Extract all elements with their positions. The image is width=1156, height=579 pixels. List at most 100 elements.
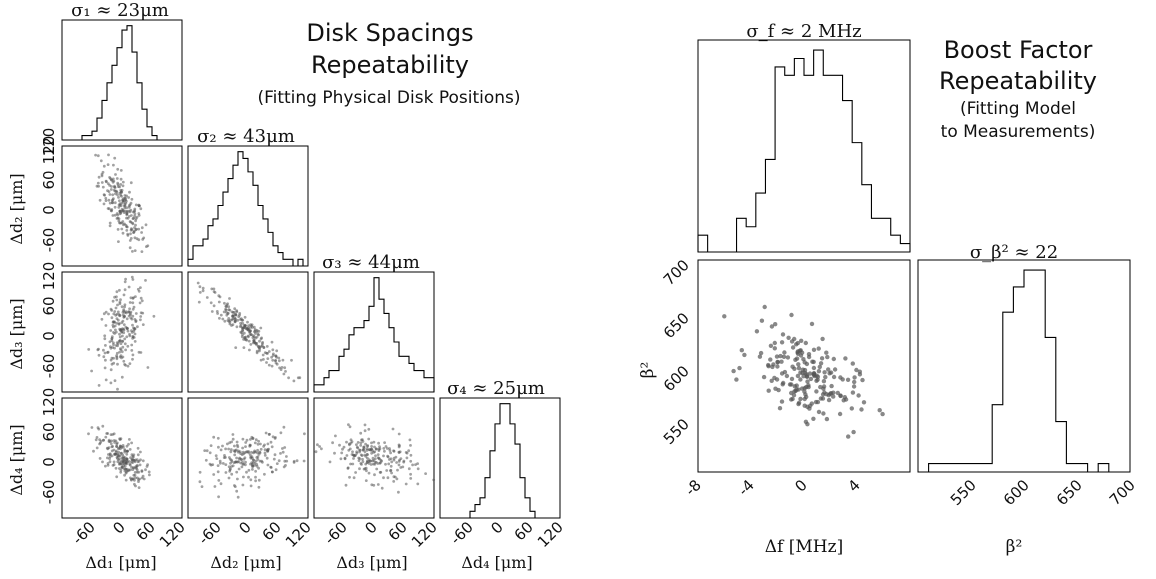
scatter-d1-d4-point [108, 460, 112, 464]
scatter-d2-d3-point [283, 366, 287, 370]
scatter-f-beta-point [785, 355, 791, 360]
scatter-d1-d3-point [134, 295, 137, 298]
scatter-d1-d2-point [144, 223, 148, 227]
scatter-d1-d4-point [116, 455, 120, 458]
scatter-f-beta-point [825, 354, 830, 360]
scatter-d2-d3-point [246, 320, 249, 324]
scatter-d1-d4-frame [61, 397, 183, 519]
scatter-d2-d4-point [247, 475, 250, 479]
scatter-d1-d4-point [135, 470, 139, 474]
scatter-d1-d3-point [124, 277, 127, 281]
scatter-f-beta-point [854, 367, 859, 373]
scatter-d1-d3-point [130, 331, 134, 334]
scatter-d3-d4-point [382, 454, 385, 458]
scatter-d2-d4-point [241, 450, 245, 454]
scatter-d3-d4-point [392, 449, 396, 453]
scatter-d2-d4-point [224, 463, 228, 466]
scatter-d1-d4-point [122, 467, 126, 471]
scatter-d2-d4-point [303, 432, 306, 436]
scatter-d1-d4-point [124, 478, 128, 482]
scatter-d2-d3-point [235, 325, 239, 329]
x-tick-label: 0 [235, 518, 254, 537]
scatter-d3-d4-frame [313, 397, 435, 519]
scatter-d2-d3-point [258, 347, 261, 351]
scatter-d1-d4-point [130, 478, 133, 482]
scatter-d2-d3-point [228, 308, 232, 312]
scatter-d2-d4-frame [187, 397, 309, 519]
scatter-d1-d2-point [119, 191, 123, 194]
scatter-d3-d4-point [411, 463, 414, 467]
scatter-d2-d3-point [225, 313, 229, 317]
scatter-d2-d3-point [271, 348, 275, 352]
scatter-d1-d3-point [103, 334, 107, 338]
scatter-d1-d3-point [119, 348, 123, 352]
scatter-f-beta-point [856, 393, 861, 398]
hist-beta-frame [917, 259, 1131, 473]
scatter-d1-d4-point [108, 457, 111, 461]
scatter-d2-d4-point [217, 495, 221, 499]
scatter-d1-d2-point [126, 232, 130, 236]
scatter-d1-d2-point [137, 203, 141, 207]
scatter-d1-d2-point [137, 212, 141, 215]
scatter-f-beta-point [824, 350, 829, 355]
scatter-d3-d4-point [372, 440, 376, 444]
scatter-d1-d3-point [128, 362, 132, 365]
scatter-f-beta-point [831, 374, 837, 380]
scatter-d2-d4-point [273, 453, 277, 457]
scatter-d1-d4-point [109, 433, 113, 436]
scatter-f-beta-point [823, 374, 828, 380]
y-tick-label: 60 [40, 296, 58, 315]
scatter-d1-d3-point [130, 343, 134, 347]
scatter-d1-d3-point [139, 296, 143, 300]
scatter-d1-d4-point [115, 442, 119, 446]
scatter-d3-d4-point [397, 432, 401, 436]
scatter-d1-d3-point [131, 297, 135, 300]
scatter-d2-d4-point [279, 452, 282, 455]
scatter-d2-d3-point [284, 370, 287, 373]
scatter-d2-d3-point [227, 305, 231, 309]
scatter-f-beta-point [816, 346, 821, 351]
scatter-d1-d2-point [119, 177, 123, 181]
scatter-d3-d4-point [347, 448, 351, 452]
scatter-f-beta-point [792, 336, 797, 342]
scatter-d3-d4-point [342, 445, 346, 449]
scatter-d1-d2-point [108, 224, 112, 228]
scatter-d1-d2-point [129, 232, 132, 236]
scatter-d1-d2-point [119, 183, 123, 186]
scatter-d1-d2-point [131, 222, 135, 226]
scatter-d1-d4-point [109, 442, 113, 446]
scatter-d3-d4-point [416, 462, 419, 465]
scatter-d1-d3-point [121, 334, 124, 338]
scatter-f-beta-point [766, 388, 771, 393]
scatter-d1-d3-point [119, 354, 123, 357]
scatter-f-beta-point [795, 373, 801, 379]
scatter-d1-d2-point [119, 169, 123, 172]
scatter-d1-d2-point [125, 209, 129, 213]
scatter-d1-d4-point [141, 459, 145, 463]
scatter-d1-d2-point [124, 223, 128, 227]
scatter-f-beta-point [811, 372, 816, 377]
scatter-d2-d4-point [245, 438, 249, 442]
scatter-d2-d4-point [216, 464, 220, 467]
hist-d3-frame [313, 271, 435, 393]
scatter-d3-d4-point [363, 453, 367, 457]
scatter-d2-d3-point [248, 330, 251, 334]
scatter-f-beta-point [761, 374, 767, 380]
scatter-d2-d3-point [261, 342, 264, 346]
y-tick-label-beta: 700 [660, 256, 693, 289]
scatter-d1-d3-point [107, 312, 110, 316]
scatter-f-beta-point [880, 411, 885, 417]
scatter-d3-d4-point [363, 429, 367, 433]
scatter-f-beta-point [737, 365, 742, 371]
scatter-d3-d4-point [364, 462, 368, 466]
scatter-d1-d4-point [130, 453, 134, 457]
scatter-f-beta-point [804, 394, 809, 400]
scatter-d1-d4-point [101, 424, 105, 428]
scatter-f-beta-point [826, 397, 832, 403]
scatter-d3-d4-point [364, 442, 367, 446]
x-tick-label: -60 [195, 518, 225, 548]
scatter-d1-d4-point [101, 460, 104, 464]
scatter-f-beta-point [824, 416, 830, 422]
scatter-d3-d4-point [416, 482, 420, 486]
scatter-d2-d4-point [279, 431, 283, 435]
